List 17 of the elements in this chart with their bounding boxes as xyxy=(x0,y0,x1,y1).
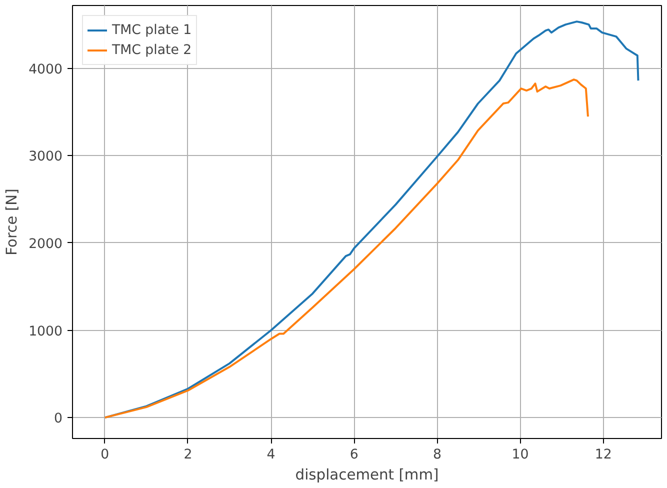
y-tick-label: 2000 xyxy=(28,236,63,252)
x-tick-label: 12 xyxy=(594,448,612,462)
y-tick-label: 1000 xyxy=(28,324,63,340)
x-tick-label: 10 xyxy=(512,448,529,462)
y-axis-title: Force [N] xyxy=(4,188,21,256)
y-tick-label: 3000 xyxy=(28,150,63,165)
x-tick-label: 4 xyxy=(266,448,276,462)
x-tick-label: 0 xyxy=(100,448,110,462)
x-tick-label: 8 xyxy=(432,448,442,462)
y-tick-label: 0 xyxy=(54,412,63,427)
line-series xyxy=(104,78,589,419)
x-axis-title: displacement [mm] xyxy=(295,466,439,484)
x-tick-label: 2 xyxy=(184,448,192,462)
x-tick-label: 6 xyxy=(350,448,358,462)
y-tick-label: 4000 xyxy=(28,62,63,78)
legend-label: TMC plate 1 xyxy=(112,22,192,38)
legend-label: TMC plate 2 xyxy=(112,42,192,58)
